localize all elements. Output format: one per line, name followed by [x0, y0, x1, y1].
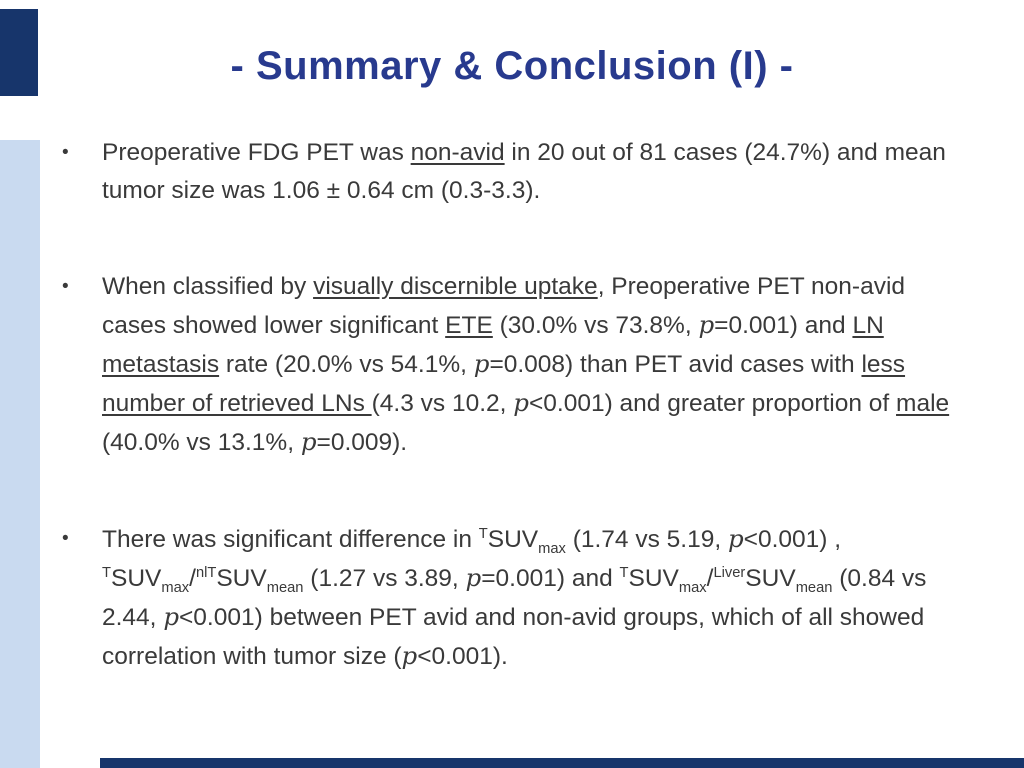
bullet-marker: • [62, 276, 69, 297]
bullet-item-3: • There was significant difference in TS… [62, 520, 968, 676]
bullet-marker: • [62, 528, 69, 549]
bullet-item-1: • Preoperative FDG PET was non-avid in 2… [62, 134, 968, 210]
slide-body: • Preoperative FDG PET was non-avid in 2… [62, 134, 968, 676]
bullet-item-2: • When classified by visually discernibl… [62, 268, 968, 462]
corner-accent-rectangle [0, 9, 38, 96]
bottom-accent-bar [100, 758, 1024, 768]
bullet-marker: • [62, 142, 69, 163]
slide-title: - Summary & Conclusion (I) - [230, 44, 794, 88]
bullet-text-2: When classified by visually discernible … [102, 273, 950, 456]
bullet-text-3: There was significant difference in TSUV… [102, 524, 927, 670]
left-accent-bar [0, 140, 40, 768]
bullet-text-1: Preoperative FDG PET was non-avid in 20 … [102, 139, 946, 204]
